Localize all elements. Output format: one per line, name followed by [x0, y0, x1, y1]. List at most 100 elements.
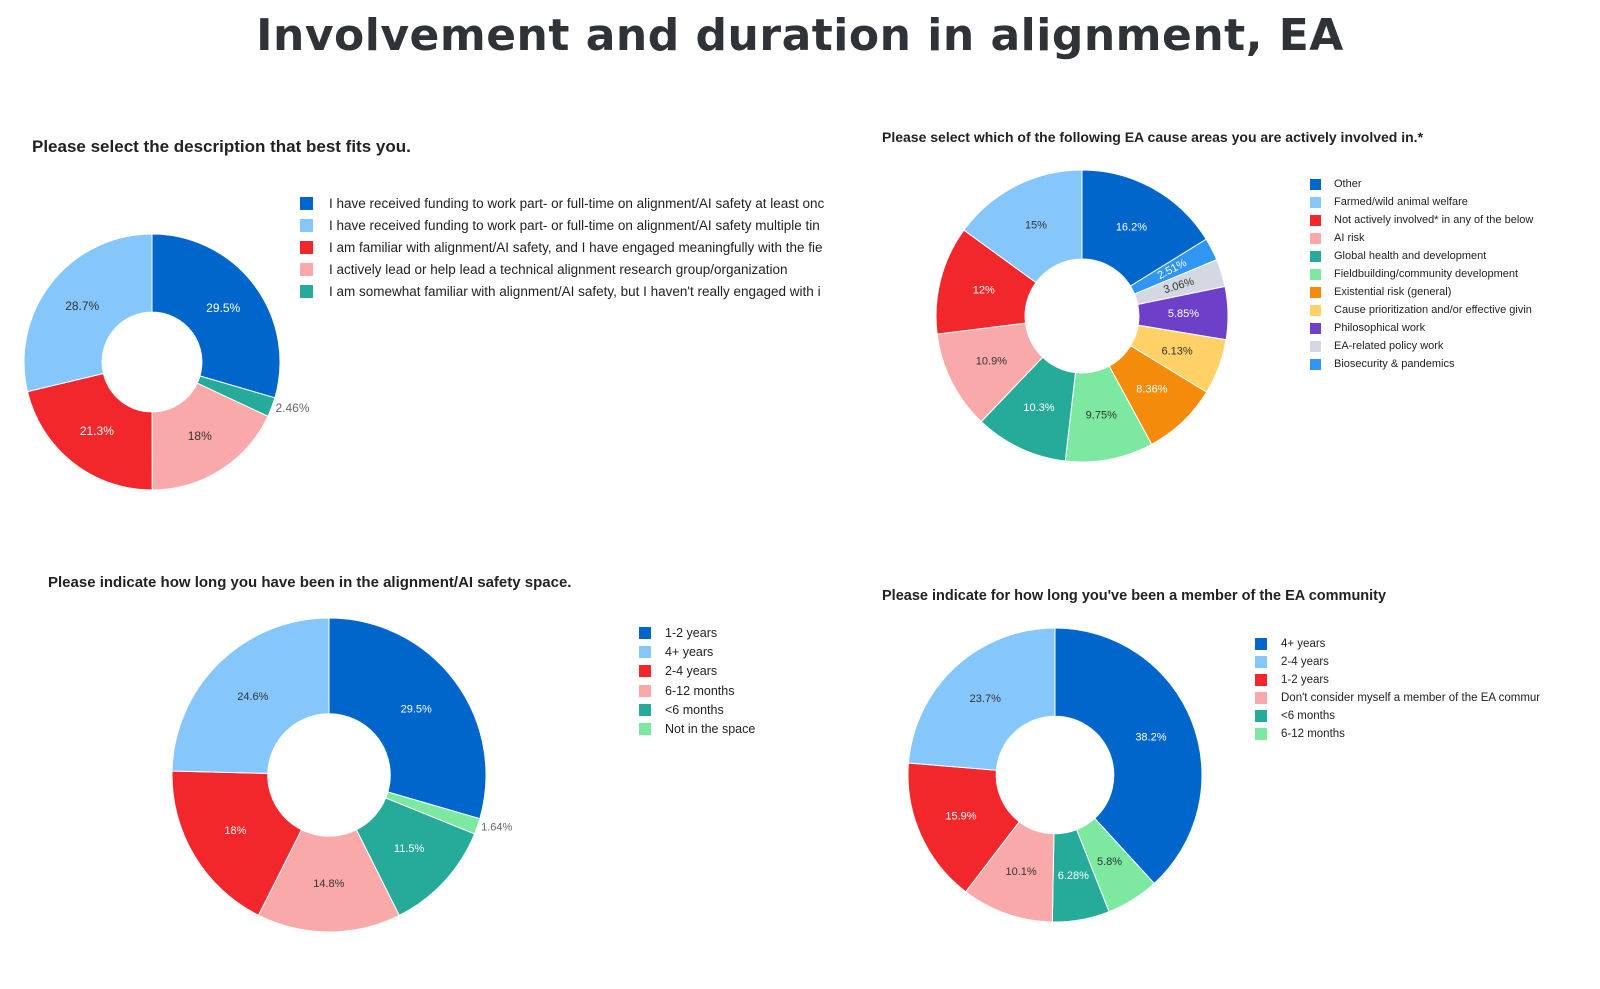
legend-swatch [1310, 214, 1321, 226]
chart-1-slice [26, 372, 153, 491]
chart-2-donut: 16.2%2.51%3.06%5.85%6.13%8.36%9.75%10.3%… [935, 169, 1229, 463]
chart-3-data-label: 1.64% [481, 822, 512, 834]
legend-label: Not actively involved* in any of the bel… [1334, 214, 1534, 226]
legend-swatch [1310, 232, 1321, 244]
legend-label: Cause prioritization and/or effective gi… [1334, 304, 1532, 316]
chart-2-legend-item: Biosecurity & pandemics [1310, 355, 1542, 373]
chart-3-slice [328, 617, 487, 820]
legend-label: EA-related policy work [1334, 340, 1444, 352]
chart-2-legend-item: EA-related policy work [1310, 337, 1542, 355]
chart-2-legend-item: Fieldbuilding/community development [1310, 265, 1542, 283]
chart-4-data-label: 23.7% [970, 693, 1001, 705]
legend-label: AI risk [1334, 232, 1365, 244]
legend-swatch [1310, 340, 1321, 352]
chart-3-data-label: 24.6% [237, 691, 268, 703]
chart-2-data-label: 15% [1025, 219, 1047, 231]
chart-4-legend-item: 4+ years [1255, 635, 1540, 653]
chart-4-slice [1054, 627, 1203, 885]
chart-3-slice [257, 829, 400, 933]
legend-swatch [1255, 710, 1267, 722]
chart-3-data-label: 29.5% [401, 703, 432, 715]
chart-2-legend-item: AI risk [1310, 229, 1542, 247]
chart-2-data-label: 12% [973, 285, 995, 297]
legend-label: 6-12 months [665, 683, 735, 698]
legend-swatch [639, 723, 651, 736]
chart-3-slice [171, 617, 330, 774]
legend-swatch [639, 703, 651, 716]
legend-swatch [1310, 196, 1321, 208]
chart-3-legend: 1-2 years 4+ years 2-4 years 6-12 months <6 … [639, 623, 799, 739]
legend-swatch [300, 262, 313, 276]
legend-swatch [300, 240, 313, 254]
legend-swatch [1310, 304, 1321, 316]
chart-2-legend-item: Farmed/wild animal welfare [1310, 193, 1542, 211]
chart-4-title: Please indicate for how long you've been… [882, 588, 1387, 604]
legend-label: I have received funding to work part- or… [329, 195, 825, 211]
chart-1-legend-item: I have received funding to work part- or… [300, 214, 830, 236]
chart-2-legend-item: Not actively involved* in any of the bel… [1310, 211, 1542, 229]
chart-4-data-label: 5.8% [1097, 856, 1122, 868]
chart-2-legend-item: Global health and development [1310, 247, 1542, 265]
legend-swatch [1310, 286, 1321, 298]
chart-4-legend-item: 2-4 years [1255, 653, 1540, 671]
legend-label: 1-2 years [1281, 674, 1329, 686]
chart-1-data-label: 29.5% [206, 301, 240, 315]
legend-label: 2-4 years [665, 664, 718, 679]
chart-3-legend-item: Not in the space [639, 719, 799, 738]
chart-3-legend-item: 6-12 months [639, 681, 799, 700]
chart-1-donut: 29.5% 2.46% 18% 21.3% 28.7% [23, 233, 310, 491]
chart-1-legend-item: I have received funding to work part- or… [300, 192, 830, 214]
legend-label: I am familiar with alignment/AI safety, … [329, 239, 823, 255]
chart-4-legend-item: <6 months [1255, 707, 1540, 725]
chart-2-data-label: 9.75% [1086, 410, 1117, 422]
chart-4-slice [907, 762, 1020, 893]
legend-swatch [639, 645, 651, 658]
chart-1-data-label: 28.7% [65, 299, 99, 313]
chart-1-slice [23, 233, 153, 393]
legend-label: I have received funding to work part- or… [329, 217, 820, 233]
chart-4-legend-item: Don't consider myself a member of the EA… [1255, 689, 1540, 707]
chart-1-slice [151, 233, 281, 399]
chart-4-donut: 38.2% 5.8% 6.28% 10.1% 15.9% 23.7% [907, 627, 1203, 923]
chart-4-data-label: 10.1% [1006, 866, 1037, 878]
chart-1-data-label: 21.3% [80, 424, 114, 438]
chart-3-slice [171, 770, 303, 916]
legend-swatch [639, 665, 651, 678]
chart-3-title: Please indicate how long you have been i… [48, 574, 572, 591]
chart-4-slice [907, 627, 1056, 771]
chart-4-legend-item: 6-12 months [1255, 725, 1540, 743]
chart-3-donut: 29.5% 1.64% 11.5% 14.8% 18% 24.6% [171, 617, 513, 933]
chart-2-data-label: 5.85% [1168, 308, 1199, 320]
legend-swatch [300, 218, 313, 232]
legend-swatch [1310, 268, 1321, 280]
legend-label: Other [1334, 178, 1362, 190]
legend-label: Biosecurity & pandemics [1334, 358, 1455, 370]
legend-label: I am somewhat familiar with alignment/AI… [329, 283, 821, 299]
legend-label: Philosophical work [1334, 322, 1426, 334]
legend-label: 1-2 years [665, 625, 718, 640]
chart-3-data-label: 14.8% [313, 878, 344, 890]
chart-2-title: Please select which of the following EA … [882, 129, 1424, 145]
legend-label: Not in the space [665, 722, 756, 737]
chart-1-slice [151, 382, 269, 491]
chart-3-legend-item: 4+ years [639, 642, 799, 661]
chart-1-data-label: 2.46% [276, 401, 310, 415]
legend-swatch [300, 196, 313, 210]
chart-1-legend: I have received funding to work part- or… [300, 192, 830, 302]
chart-2-legend-item: Philosophical work [1310, 319, 1542, 337]
legend-swatch [1255, 674, 1267, 686]
chart-2-data-label: 16.2% [1116, 221, 1147, 233]
chart-4-data-label: 38.2% [1135, 732, 1166, 744]
legend-label: <6 months [665, 702, 724, 717]
legend-swatch [1255, 692, 1267, 704]
legend-label: Existential risk (general) [1334, 286, 1452, 298]
legend-swatch [1310, 358, 1321, 370]
legend-label: I actively lead or help lead a technical… [329, 261, 788, 277]
chart-1-legend-item: I am somewhat familiar with alignment/AI… [300, 280, 830, 302]
legend-label: 2-4 years [1281, 656, 1329, 668]
chart-2-slice [1081, 169, 1207, 287]
chart-2-legend-item: Existential risk (general) [1310, 283, 1542, 301]
chart-2-legend-item: Other [1310, 175, 1542, 193]
chart-4-data-label: 6.28% [1058, 870, 1089, 882]
chart-2-data-label: 10.9% [976, 356, 1007, 368]
